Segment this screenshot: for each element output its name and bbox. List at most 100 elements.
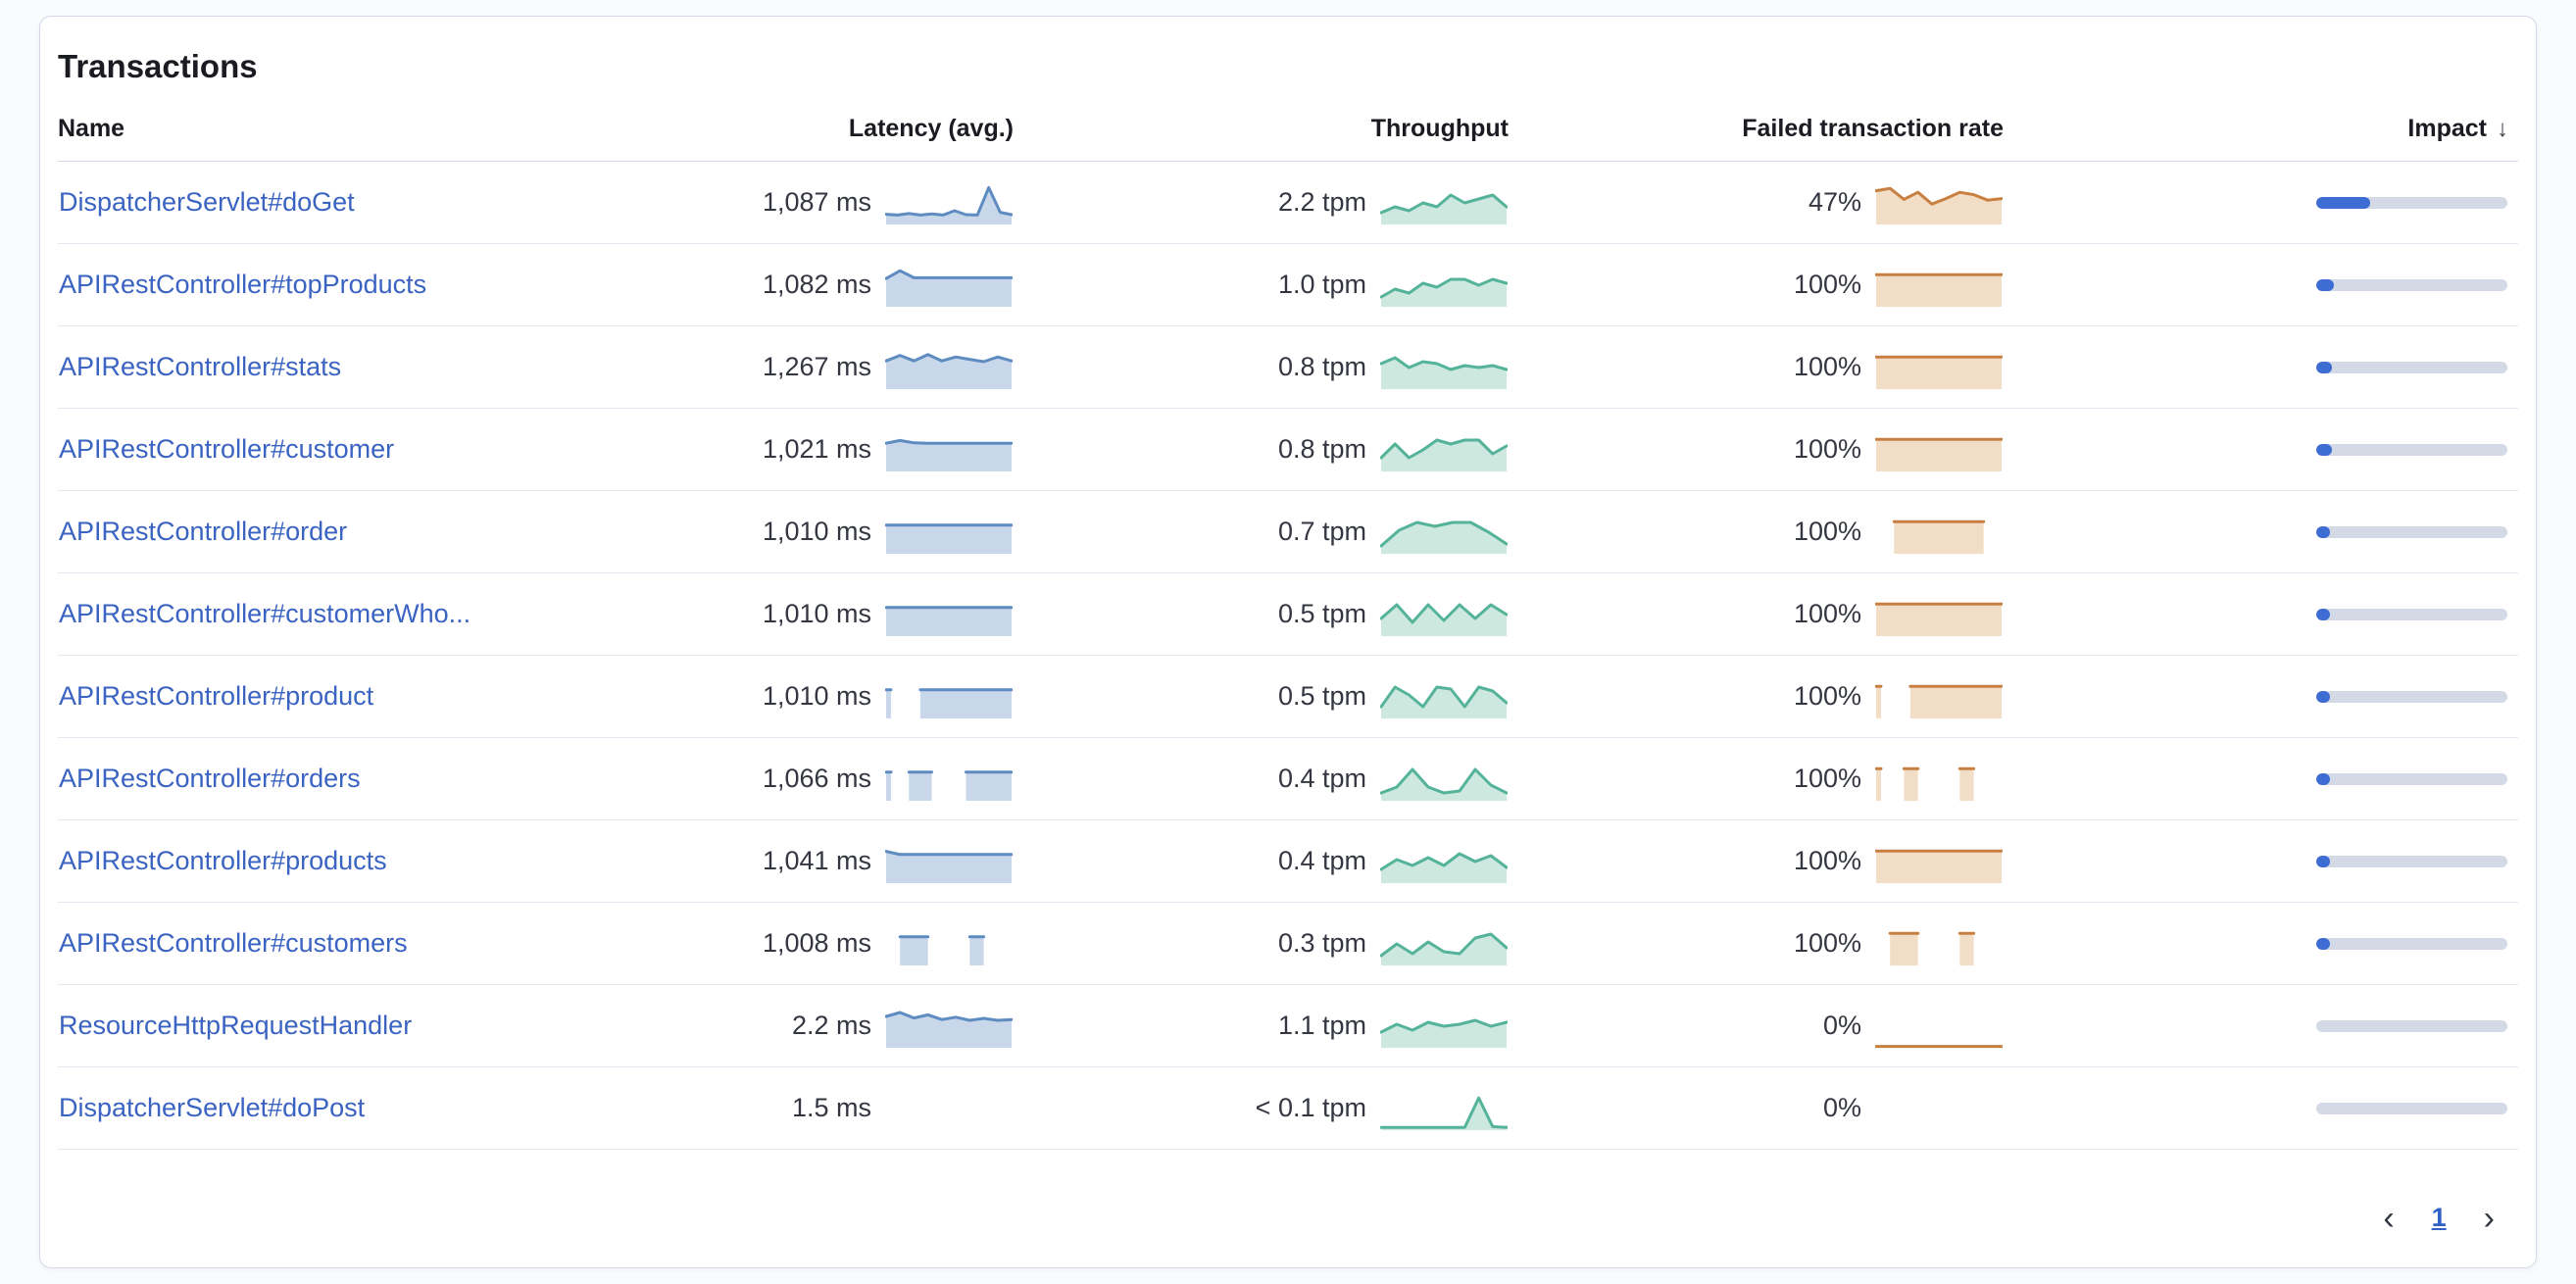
throughput-cell: 0.8 tpm — [1015, 344, 1508, 391]
impact-bar-track — [2316, 608, 2507, 620]
failed-cell: 100% — [1510, 509, 2003, 556]
transaction-link[interactable]: APIRestController#orders — [59, 764, 361, 793]
impact-bar-track — [2316, 690, 2507, 703]
column-header-impact[interactable]: Impact ↓ — [2004, 115, 2518, 162]
throughput-cell: 1.0 tpm — [1015, 262, 1508, 309]
transaction-link[interactable]: APIRestController#topProducts — [59, 270, 427, 299]
failed-value: 47% — [1808, 187, 1861, 217]
latency-cell: 1.5 ms — [760, 1085, 1013, 1132]
latency-value: 1,267 ms — [762, 352, 871, 381]
failed-cell: 0% — [1510, 1003, 2003, 1050]
failed-cell: 100% — [1510, 591, 2003, 638]
latency-cell: 1,010 ms — [760, 673, 1013, 720]
table-header-row: Name Latency (avg.) Throughput Failed trans… — [58, 115, 2518, 162]
column-header-name[interactable]: Name — [58, 115, 760, 162]
latency-cell: 1,087 ms — [760, 179, 1013, 226]
impact-bar-track — [2316, 361, 2507, 373]
table-row: APIRestController#topProducts 1,082 ms 1.0… — [58, 243, 2518, 326]
transaction-link[interactable]: APIRestController#customers — [59, 928, 408, 958]
column-label-throughput: Throughput — [1370, 115, 1509, 142]
throughput-value: 1.0 tpm — [1277, 270, 1366, 299]
throughput-cell: 1.1 tpm — [1015, 1003, 1508, 1050]
impact-bar-track — [2316, 196, 2507, 209]
latency-cell: 2.2 ms — [760, 1003, 1013, 1050]
next-page-icon[interactable]: › — [2474, 1198, 2504, 1239]
failed-rate-sparkline — [1875, 766, 1976, 801]
latency-value: 1,021 ms — [762, 434, 871, 464]
throughput-sparkline — [1380, 685, 1508, 718]
failed-rate-sparkline — [1892, 519, 1986, 554]
table-row: APIRestController#product 1,010 ms 0.5 tpm… — [58, 655, 2518, 738]
throughput-sparkline — [1380, 1018, 1508, 1048]
previous-page-icon[interactable]: ‹ — [2373, 1198, 2403, 1239]
impact-bar-fill — [2316, 196, 2370, 209]
latency-sparkline — [885, 849, 1013, 883]
failed-value: 100% — [1793, 270, 1861, 299]
transaction-link[interactable]: APIRestController#customer — [59, 434, 395, 464]
latency-sparkline — [898, 934, 986, 965]
failed-rate-sparkline — [1875, 1044, 2003, 1048]
transaction-link[interactable]: DispatcherServlet#doGet — [59, 187, 355, 217]
column-header-latency[interactable]: Latency (avg.) — [759, 115, 1014, 162]
impact-bar-track — [2316, 525, 2507, 538]
transaction-link[interactable]: DispatcherServlet#doPost — [59, 1093, 366, 1122]
throughput-value: < 0.1 tpm — [1255, 1093, 1366, 1122]
column-header-throughput[interactable]: Throughput — [1014, 115, 1509, 162]
failed-rate-sparkline — [1875, 1085, 2003, 1132]
latency-sparkline — [885, 185, 1013, 224]
failed-value: 100% — [1793, 517, 1861, 546]
failed-cell: 100% — [1510, 920, 2003, 967]
throughput-cell: < 0.1 tpm — [1015, 1085, 1508, 1132]
latency-value: 1,082 ms — [762, 270, 871, 299]
throughput-cell: 0.8 tpm — [1015, 426, 1508, 473]
throughput-value: 0.7 tpm — [1277, 517, 1366, 546]
latency-sparkline — [885, 687, 1013, 718]
throughput-sparkline — [1380, 1096, 1508, 1130]
throughput-cell: 0.4 tpm — [1015, 838, 1508, 885]
throughput-sparkline — [1380, 767, 1508, 801]
transaction-link[interactable]: ResourceHttpRequestHandler — [59, 1011, 413, 1040]
transaction-link[interactable]: APIRestController#order — [59, 517, 348, 546]
transaction-link[interactable]: APIRestController#stats — [59, 352, 342, 381]
impact-bar-fill — [2316, 443, 2332, 456]
table-row: DispatcherServlet#doGet 1,087 ms 2.2 tpm 47… — [58, 161, 2518, 244]
throughput-cell: 0.5 tpm — [1015, 673, 1508, 720]
impact-bar-fill — [2316, 772, 2330, 785]
panel-title: Transactions — [58, 48, 258, 84]
table-row: APIRestController#orders 1,066 ms 0.4 tpm 1… — [58, 737, 2518, 820]
throughput-value: 0.3 tpm — [1277, 928, 1366, 958]
impact-bar-track — [2316, 1102, 2507, 1114]
throughput-sparkline — [1380, 438, 1508, 471]
impact-bar-fill — [2316, 690, 2330, 703]
latency-value: 2.2 ms — [791, 1011, 871, 1040]
throughput-value: 0.8 tpm — [1277, 434, 1366, 464]
failed-cell: 100% — [1510, 756, 2003, 803]
column-label-name: Name — [58, 115, 125, 142]
throughput-cell: 0.3 tpm — [1015, 920, 1508, 967]
latency-sparkline — [885, 352, 1013, 389]
column-header-failed[interactable]: Failed transaction rate — [1509, 115, 2004, 162]
sort-desc-arrow-icon: ↓ — [2497, 116, 2508, 142]
impact-bar-fill — [2316, 937, 2330, 950]
failed-rate-sparkline — [1875, 186, 2003, 224]
throughput-cell: 2.2 tpm — [1015, 179, 1508, 226]
throughput-sparkline — [1380, 193, 1508, 224]
latency-sparkline — [885, 269, 1013, 307]
failed-rate-sparkline — [1875, 355, 2003, 389]
transaction-link[interactable]: APIRestController#product — [59, 681, 374, 711]
failed-cell: 100% — [1510, 262, 2003, 309]
failed-value: 100% — [1793, 434, 1861, 464]
table-row: DispatcherServlet#doPost 1.5 ms < 0.1 tpm 0… — [58, 1066, 2518, 1150]
transaction-link[interactable]: APIRestController#customerWho... — [59, 599, 471, 628]
page-1-button[interactable]: 1 — [2420, 1197, 2458, 1239]
latency-cell: 1,041 ms — [760, 838, 1013, 885]
failed-value: 0% — [1822, 1011, 1861, 1040]
latency-cell: 1,010 ms — [760, 591, 1013, 638]
table-row: APIRestController#customers 1,008 ms 0.3 t… — [58, 902, 2518, 985]
throughput-sparkline — [1380, 356, 1508, 389]
table-row: APIRestController#customerWho... 1,010 ms… — [58, 572, 2518, 656]
latency-value: 1,087 ms — [762, 187, 871, 217]
latency-value: 1,041 ms — [762, 846, 871, 875]
transaction-link[interactable]: APIRestController#products — [59, 846, 387, 875]
throughput-value: 2.2 tpm — [1277, 187, 1366, 217]
